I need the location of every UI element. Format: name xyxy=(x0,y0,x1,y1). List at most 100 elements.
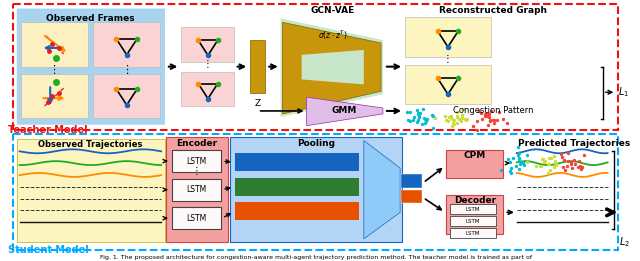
Point xyxy=(563,151,573,156)
Point xyxy=(419,116,429,120)
Bar xyxy=(235,178,359,195)
Point xyxy=(452,110,463,114)
Point xyxy=(543,162,554,166)
Point xyxy=(513,145,523,150)
Text: LSTM: LSTM xyxy=(466,207,480,212)
Point xyxy=(485,119,495,123)
Point xyxy=(460,117,470,121)
Bar xyxy=(172,207,221,229)
Point xyxy=(577,165,587,169)
Point xyxy=(574,159,584,163)
Point xyxy=(480,112,490,116)
Text: Congestion Pattern: Congestion Pattern xyxy=(452,106,533,115)
Point xyxy=(447,117,457,121)
Bar xyxy=(93,74,160,118)
Point xyxy=(414,114,424,118)
Point xyxy=(454,117,465,121)
Point xyxy=(566,160,577,164)
Point xyxy=(452,121,462,125)
Point xyxy=(569,158,579,163)
Bar xyxy=(405,65,491,104)
Bar xyxy=(172,150,221,172)
Point xyxy=(567,166,577,170)
Text: LSTM: LSTM xyxy=(186,185,207,194)
Point xyxy=(515,156,525,160)
Point xyxy=(577,167,587,171)
Point xyxy=(488,118,498,122)
Point xyxy=(536,164,547,168)
Polygon shape xyxy=(280,19,383,117)
Point xyxy=(575,167,586,171)
Point xyxy=(559,158,570,162)
Point xyxy=(472,128,483,132)
Point xyxy=(573,165,583,169)
Point xyxy=(515,161,525,165)
Point xyxy=(544,156,554,160)
Point xyxy=(503,156,513,161)
Point xyxy=(474,109,484,113)
Point xyxy=(543,162,553,166)
FancyBboxPatch shape xyxy=(17,9,165,125)
Point xyxy=(550,162,561,166)
Point xyxy=(458,107,468,111)
Point xyxy=(482,114,492,118)
Text: Encoder: Encoder xyxy=(176,139,217,147)
Bar xyxy=(446,195,504,234)
Point xyxy=(562,164,572,169)
Point xyxy=(414,115,424,120)
Polygon shape xyxy=(301,50,364,84)
Point xyxy=(409,115,419,120)
Point xyxy=(448,121,458,126)
Point xyxy=(420,121,431,125)
Text: Observed Frames: Observed Frames xyxy=(46,14,134,23)
Text: LSTM: LSTM xyxy=(186,214,207,223)
Point xyxy=(440,114,451,118)
Text: Observed Trajectories: Observed Trajectories xyxy=(38,140,143,150)
Point xyxy=(534,163,545,168)
Point xyxy=(522,160,532,164)
Point xyxy=(461,117,472,121)
Text: Z: Z xyxy=(255,99,260,108)
Point xyxy=(536,157,547,161)
Point xyxy=(556,152,566,156)
Point xyxy=(492,118,502,122)
Bar xyxy=(17,139,165,242)
Polygon shape xyxy=(364,140,400,239)
Bar xyxy=(235,203,359,220)
Text: ⋮: ⋮ xyxy=(191,166,202,176)
Point xyxy=(504,160,515,164)
Polygon shape xyxy=(307,97,383,126)
Point xyxy=(539,160,549,164)
Text: CPM: CPM xyxy=(463,151,486,160)
Bar xyxy=(401,174,422,188)
Text: LSTM: LSTM xyxy=(466,219,480,224)
Point xyxy=(476,111,486,115)
Point xyxy=(511,164,522,168)
Text: GMM: GMM xyxy=(332,106,357,115)
Point xyxy=(428,126,438,130)
Bar xyxy=(405,17,491,57)
Point xyxy=(457,113,467,117)
Point xyxy=(457,113,467,117)
Text: LSTM: LSTM xyxy=(186,157,207,166)
Point xyxy=(449,122,459,126)
Bar xyxy=(450,228,496,238)
Point xyxy=(428,113,438,117)
Point xyxy=(483,113,493,117)
Point xyxy=(483,115,493,119)
Point xyxy=(506,166,516,170)
Point xyxy=(405,109,415,114)
Point xyxy=(502,121,512,125)
Point xyxy=(579,153,589,157)
Point xyxy=(550,159,561,163)
Point xyxy=(443,118,453,123)
Text: ⋮: ⋮ xyxy=(121,65,132,75)
Text: ⋮: ⋮ xyxy=(443,54,453,64)
Text: $L_2$: $L_2$ xyxy=(619,235,630,249)
Point xyxy=(505,169,515,173)
Point xyxy=(550,163,561,168)
Point xyxy=(543,171,554,175)
Point xyxy=(570,162,580,166)
Point xyxy=(412,120,422,124)
Point xyxy=(508,156,518,160)
